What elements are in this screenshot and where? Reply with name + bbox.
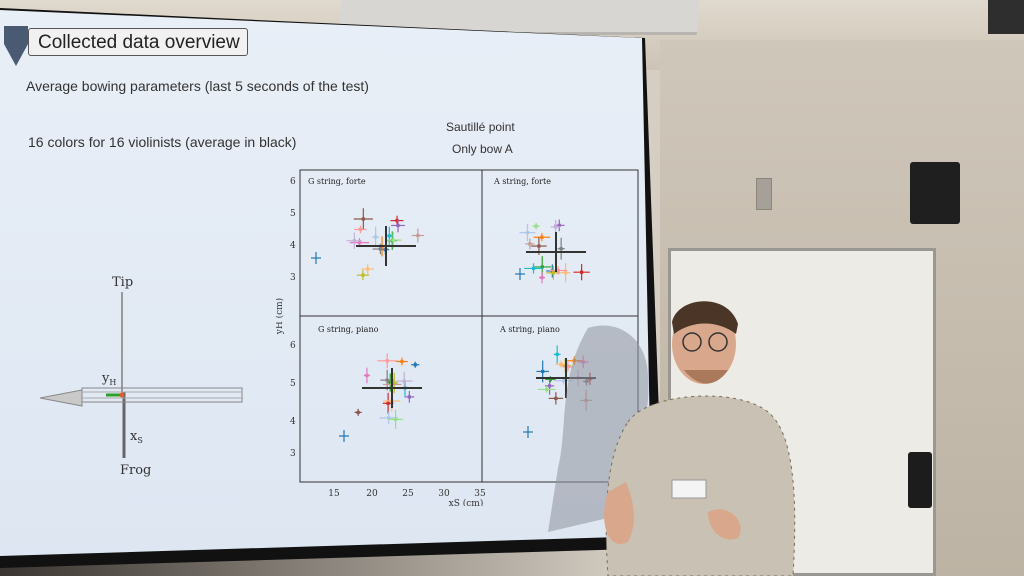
- data-point: [525, 238, 535, 250]
- slide-line-2: 16 colors for 16 violinists (average in …: [28, 134, 297, 150]
- slide-subtitle-1: Sautillé point: [446, 120, 515, 134]
- y-tick-label: 3: [290, 449, 296, 459]
- y-tick-label: 5: [290, 379, 296, 389]
- y-tick-label: 5: [290, 209, 296, 219]
- x-tick-label: 35: [474, 489, 486, 499]
- panel-title: A string, forte: [493, 177, 551, 186]
- panel-title: G string, piano: [318, 325, 379, 334]
- data-point: [562, 362, 574, 372]
- wall-speaker: [910, 162, 960, 224]
- data-point: [396, 357, 408, 366]
- x-tick-label: 25: [402, 489, 414, 499]
- data-point: [532, 222, 540, 230]
- panel-title: G string, forte: [308, 177, 366, 186]
- projection-screen: Collected data overview Average bowing p…: [0, 10, 652, 556]
- data-point: [561, 263, 571, 283]
- data-point: [363, 367, 371, 384]
- data-point: [538, 271, 546, 284]
- bow-diagram: Tip yH xS Frog: [39, 275, 243, 478]
- chart-frame: [299, 169, 639, 483]
- data-point: [553, 345, 561, 364]
- y-tick-label: 6: [290, 177, 296, 187]
- average-point: [362, 368, 422, 408]
- scatter-chart: G string, forte A string, forte G string, …: [276, 169, 639, 506]
- data-point: [557, 237, 565, 260]
- slide-title: Collected data overview: [38, 32, 240, 53]
- data-point: [388, 409, 404, 429]
- yh-label: yH: [101, 371, 116, 387]
- x-tick-label: 20: [366, 489, 378, 499]
- ceiling-camera: [988, 0, 1024, 34]
- data-point: [537, 386, 556, 393]
- chevron-down-icon: [4, 26, 28, 66]
- presenter: [604, 301, 796, 576]
- data-point: [361, 264, 375, 274]
- average-point: [526, 232, 586, 272]
- slide-subtitle-2: Only bow A: [452, 142, 513, 156]
- slide-line-1: Average bowing parameters (last 5 second…: [26, 78, 369, 94]
- data-point: [411, 228, 424, 243]
- data-point: [356, 270, 370, 280]
- data-point: [354, 225, 367, 234]
- data-point: [573, 264, 590, 281]
- data-point: [544, 376, 555, 395]
- data-point: [524, 263, 543, 274]
- data-point: [353, 208, 373, 230]
- y-tick-label: 4: [290, 241, 296, 251]
- data-point: [533, 233, 551, 242]
- x-tick-label: 30: [438, 489, 450, 499]
- data-point: [377, 353, 398, 369]
- data-point: [372, 226, 380, 248]
- data-point: [311, 252, 321, 264]
- y-axis-label: yH (cm): [276, 298, 285, 335]
- data-point: [548, 392, 564, 405]
- data-point: [515, 268, 525, 280]
- tip-label: Tip: [112, 275, 133, 290]
- data-point: [404, 391, 415, 403]
- data-point: [550, 220, 561, 234]
- data-point: [555, 360, 567, 368]
- y-tick-label: 3: [290, 273, 296, 283]
- y-tick-label: 6: [290, 341, 296, 351]
- data-point: [411, 361, 420, 368]
- data-point: [523, 426, 533, 438]
- data-point: [346, 232, 363, 249]
- x-axis-label: xS (cm): [449, 498, 484, 506]
- data-point: [390, 215, 404, 226]
- data-point: [391, 218, 405, 233]
- y-tick-label: 4: [290, 417, 296, 427]
- x-tick-label: 15: [328, 489, 340, 499]
- small-speaker: [908, 452, 932, 508]
- slide-title-box: [28, 28, 248, 56]
- frog-label: Frog: [120, 463, 151, 478]
- xs-label: xS: [130, 429, 143, 445]
- data-point: [519, 224, 536, 242]
- panel-title: A string, piano: [499, 325, 560, 334]
- data-point: [549, 266, 568, 275]
- average-point: [356, 226, 416, 266]
- data-point: [339, 430, 349, 442]
- wall-switch: [756, 178, 772, 210]
- data-point: [354, 408, 362, 416]
